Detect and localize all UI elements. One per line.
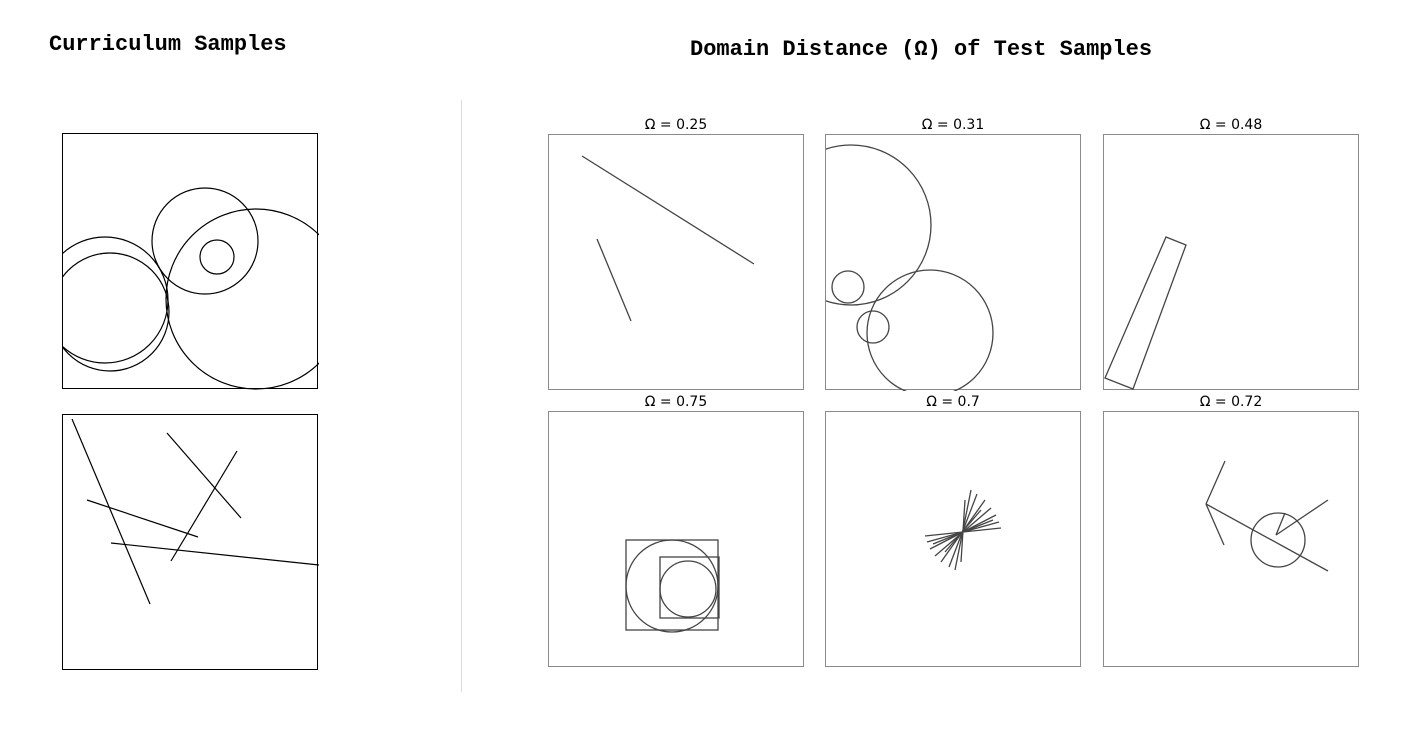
test-sample-2-drawing: [826, 144, 994, 391]
line-shape: [1205, 503, 1225, 546]
line-shape: [86, 499, 199, 538]
line-shape: [581, 155, 755, 265]
circle-shape: [625, 539, 719, 633]
test-sample-6-label: Ω = 0.72: [1199, 394, 1263, 410]
test-sample-5: [825, 411, 1081, 667]
circle-shape: [151, 187, 259, 295]
curriculum-sample-lines: [62, 414, 319, 670]
line-shape: [110, 542, 319, 566]
line-shape: [944, 509, 982, 553]
circle-shape: [63, 236, 169, 364]
circle-shape: [165, 208, 319, 390]
line-shape: [1275, 499, 1329, 536]
circle-shape: [199, 239, 235, 275]
curriculum-lines-drawing: [71, 418, 319, 605]
test-sample-1-drawing: [581, 155, 755, 322]
line-shape: [596, 238, 632, 322]
circle-shape: [856, 310, 890, 344]
curriculum-circles-drawing: [63, 187, 319, 390]
test-sample-4-label: Ω = 0.75: [644, 394, 708, 410]
line-shape: [170, 450, 238, 562]
line-shape: [1205, 460, 1226, 505]
test-sample-2-label: Ω = 0.31: [921, 117, 985, 133]
test-samples-title: Domain Distance (Ω) of Test Samples: [690, 37, 1153, 62]
test-sample-2: [825, 134, 1081, 391]
test-sample-6: [1103, 411, 1359, 667]
test-sample-3-drawing: [1104, 236, 1187, 390]
test-sample-5-label: Ω = 0.7: [926, 394, 980, 410]
circle-shape: [866, 269, 994, 391]
test-sample-1: [548, 134, 804, 390]
line-shape: [1275, 512, 1286, 536]
test-sample-4-drawing: [625, 539, 720, 633]
curriculum-sample-circles: [62, 133, 319, 390]
line-shape: [71, 418, 151, 605]
curriculum-samples-title: Curriculum Samples: [49, 32, 287, 57]
test-sample-5-drawing: [924, 489, 1002, 571]
section-divider: [461, 100, 462, 692]
circle-shape: [659, 560, 717, 618]
test-sample-6-drawing: [1205, 460, 1329, 572]
circle-shape: [831, 270, 865, 304]
rectangle-shape: [1104, 236, 1187, 390]
test-sample-3-label: Ω = 0.48: [1199, 117, 1263, 133]
test-sample-4: [548, 411, 804, 667]
circle-shape: [826, 144, 932, 306]
test-sample-3: [1103, 134, 1359, 390]
circle-shape: [63, 252, 170, 372]
test-sample-1-label: Ω = 0.25: [644, 117, 708, 133]
circle-shape: [1250, 512, 1306, 568]
line-shape: [166, 432, 242, 519]
starburst-group: [924, 489, 1002, 571]
line-shape: [1205, 503, 1329, 572]
line-shape: [932, 519, 994, 545]
